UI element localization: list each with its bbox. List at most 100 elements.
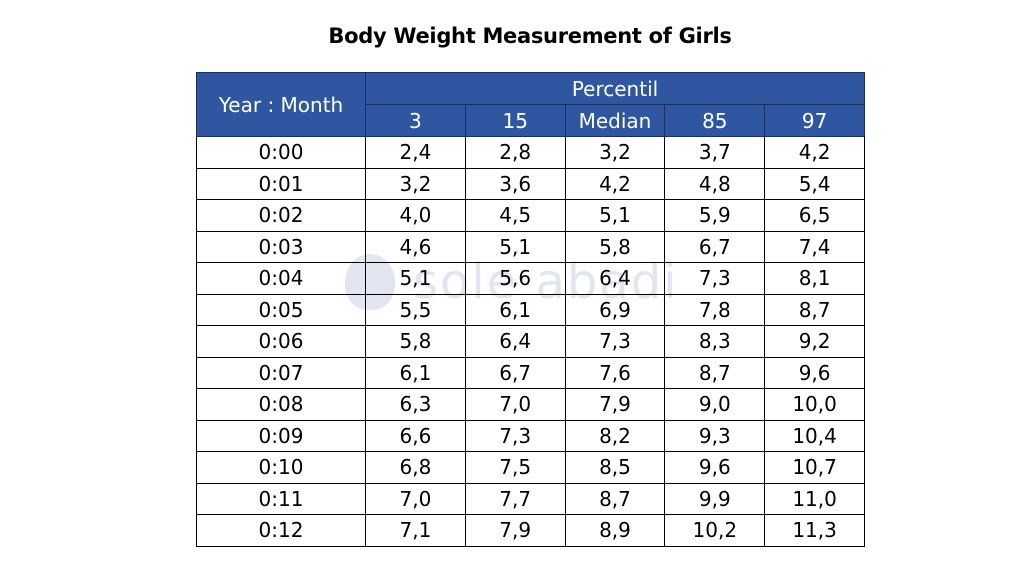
value-cell: 4,6 [365,230,466,263]
table-row: 0:08 6,3 7,0 7,9 9,0 10,0 [196,388,866,421]
value-cell: 7,0 [464,388,566,421]
age-cell: 0:12 [196,514,366,547]
table-row: 0:09 6,6 7,3 8,2 9,3 10,4 [196,419,866,452]
value-cell: 8,3 [664,325,766,358]
value-cell: 7,4 [764,230,866,263]
value-cell: 4,2 [564,167,666,200]
value-cell: 2,8 [464,136,566,169]
value-cell: 3,2 [365,167,466,200]
value-cell: 9,2 [764,325,866,358]
value-cell: 8,7 [664,356,766,389]
percentile-header-15: 15 [464,104,566,137]
value-cell: 10,7 [764,451,866,484]
value-cell: 6,5 [764,199,866,232]
table-row: 0:10 6,8 7,5 8,5 9,6 10,7 [196,451,866,484]
table-row: 0:01 3,2 3,6 4,2 4,8 5,4 [196,167,866,200]
value-cell: 4,5 [464,199,566,232]
value-cell: 11,0 [764,482,866,515]
value-cell: 5,8 [564,230,666,263]
percentile-header-median: Median [564,104,666,137]
value-cell: 7,3 [464,419,566,452]
value-cell: 6,8 [365,451,466,484]
table-row: 0:07 6,1 6,7 7,6 8,7 9,6 [196,356,866,389]
percentile-header-3: 3 [365,104,466,137]
value-cell: 9,3 [664,419,766,452]
value-cell: 4,0 [365,199,466,232]
value-cell: 6,7 [464,356,566,389]
value-cell: 6,6 [365,419,466,452]
value-cell: 8,7 [564,482,666,515]
value-cell: 4,2 [764,136,866,169]
age-cell: 0:07 [196,356,366,389]
value-cell: 10,0 [764,388,866,421]
value-cell: 3,2 [564,136,666,169]
value-cell: 3,7 [664,136,766,169]
value-cell: 9,6 [764,356,866,389]
year-month-header: Year : Month [196,72,366,137]
value-cell: 5,1 [564,199,666,232]
value-cell: 8,5 [564,451,666,484]
age-cell: 0:00 [196,136,366,169]
value-cell: 6,7 [664,230,766,263]
value-cell: 10,4 [764,419,866,452]
table-row: 0:00 2,4 2,8 3,2 3,7 4,2 [196,136,866,169]
table-body: 0:00 2,4 2,8 3,2 3,7 4,2 0:01 3,2 3,6 4,2 4,8 5,4 0:… [196,136,866,547]
value-cell: 5,1 [464,230,566,263]
value-cell: 7,7 [464,482,566,515]
table-row: 0:12 7,1 7,9 8,9 10,2 11,3 [196,514,866,547]
value-cell: 7,0 [365,482,466,515]
value-cell: 8,1 [764,262,866,295]
value-cell: 7,3 [564,325,666,358]
value-cell: 7,5 [464,451,566,484]
value-cell: 5,9 [664,199,766,232]
value-cell: 11,3 [764,514,866,547]
age-cell: 0:09 [196,419,366,452]
value-cell: 5,4 [764,167,866,200]
value-cell: 10,2 [664,514,766,547]
percentile-header-85: 85 [664,104,766,137]
age-cell: 0:02 [196,199,366,232]
value-cell: 7,3 [664,262,766,295]
age-cell: 0:01 [196,167,366,200]
age-cell: 0:03 [196,230,366,263]
age-cell: 0:10 [196,451,366,484]
value-cell: 7,8 [664,293,766,326]
value-cell: 6,1 [464,293,566,326]
value-cell: 4,8 [664,167,766,200]
value-cell: 8,9 [564,514,666,547]
value-cell: 9,6 [664,451,766,484]
age-cell: 0:05 [196,293,366,326]
age-cell: 0:06 [196,325,366,358]
value-cell: 7,9 [464,514,566,547]
page-title: Body Weight Measurement of Girls [328,24,732,48]
value-cell: 2,4 [365,136,466,169]
age-cell: 0:08 [196,388,366,421]
table-row: 0:11 7,0 7,7 8,7 9,9 11,0 [196,482,866,515]
value-cell: 7,1 [365,514,466,547]
value-cell: 7,9 [564,388,666,421]
value-cell: 6,4 [464,325,566,358]
age-cell: 0:04 [196,262,366,295]
percentile-header-97: 97 [764,104,866,137]
value-cell: 9,0 [664,388,766,421]
table-row: 0:03 4,6 5,1 5,8 6,7 7,4 [196,230,866,263]
value-cell: 5,1 [365,262,466,295]
value-cell: 8,7 [764,293,866,326]
table-row: 0:05 5,5 6,1 6,9 7,8 8,7 [196,293,866,326]
table-row: 0:02 4,0 4,5 5,1 5,9 6,5 [196,199,866,232]
age-cell: 0:11 [196,482,366,515]
percentile-subheader-row: 3 15 Median 85 97 [197,104,866,137]
value-cell: 3,6 [464,167,566,200]
value-cell: 7,6 [564,356,666,389]
table-row: 0:04 5,1 5,6 6,4 7,3 8,1 [196,262,866,295]
percentil-header: Percentil [364,72,866,105]
value-cell: 6,4 [564,262,666,295]
value-cell: 9,9 [664,482,766,515]
value-cell: 6,3 [365,388,466,421]
value-cell: 5,8 [365,325,466,358]
value-cell: 6,9 [564,293,666,326]
value-cell: 6,1 [365,356,466,389]
weight-table: Year : Month Percentil 3 15 Median 85 97… [196,72,866,547]
table-header-row: Year : Month Percentil [196,72,866,137]
value-cell: 5,5 [365,293,466,326]
